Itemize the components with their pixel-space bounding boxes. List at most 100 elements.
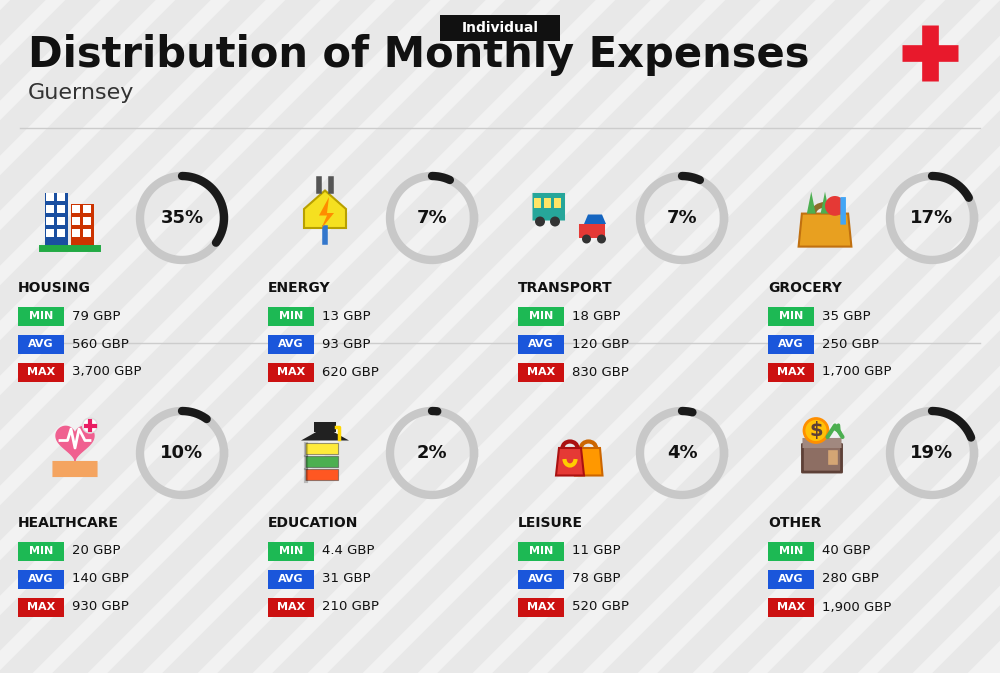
Text: MAX: MAX [277,602,305,612]
Text: 13 GBP: 13 GBP [322,310,371,322]
FancyBboxPatch shape [306,456,339,468]
FancyBboxPatch shape [827,450,839,466]
Text: 11 GBP: 11 GBP [572,544,621,557]
FancyBboxPatch shape [544,198,551,208]
Circle shape [82,418,98,433]
FancyBboxPatch shape [52,461,98,477]
FancyBboxPatch shape [768,542,814,561]
Polygon shape [821,192,829,213]
FancyBboxPatch shape [306,444,339,454]
Text: 40 GBP: 40 GBP [822,544,870,557]
Text: 19%: 19% [910,444,954,462]
Text: 930 GBP: 930 GBP [72,600,129,614]
Text: MAX: MAX [527,367,555,377]
FancyBboxPatch shape [268,363,314,382]
FancyBboxPatch shape [83,217,91,225]
Text: 7%: 7% [667,209,697,227]
Text: MIN: MIN [779,311,803,321]
FancyBboxPatch shape [518,306,564,326]
Text: 7%: 7% [417,209,447,227]
Polygon shape [575,448,602,476]
Text: 35%: 35% [160,209,204,227]
Text: 830 GBP: 830 GBP [572,365,629,378]
Text: HEALTHCARE: HEALTHCARE [18,516,119,530]
FancyBboxPatch shape [57,192,65,201]
Text: 620 GBP: 620 GBP [322,365,379,378]
Polygon shape [319,197,334,229]
FancyBboxPatch shape [72,205,80,213]
FancyBboxPatch shape [18,363,64,382]
Polygon shape [301,427,349,441]
FancyBboxPatch shape [72,229,80,238]
FancyBboxPatch shape [768,334,814,353]
Text: AVG: AVG [778,339,804,349]
Text: 1,900 GBP: 1,900 GBP [822,600,891,614]
Text: 78 GBP: 78 GBP [572,573,620,586]
Text: 280 GBP: 280 GBP [822,573,879,586]
FancyBboxPatch shape [768,569,814,588]
Circle shape [582,234,591,244]
Text: HOUSING: HOUSING [18,281,91,295]
FancyBboxPatch shape [768,306,814,326]
FancyBboxPatch shape [518,334,564,353]
FancyBboxPatch shape [840,197,846,225]
Text: EDUCATION: EDUCATION [268,516,358,530]
Text: Individual: Individual [462,21,538,35]
Circle shape [550,217,560,227]
FancyBboxPatch shape [306,470,339,481]
Polygon shape [799,213,851,246]
Text: MIN: MIN [279,546,303,556]
FancyBboxPatch shape [268,598,314,616]
FancyBboxPatch shape [440,15,560,41]
FancyBboxPatch shape [579,224,605,238]
Text: MAX: MAX [777,367,805,377]
FancyBboxPatch shape [57,205,65,213]
FancyBboxPatch shape [268,542,314,561]
Text: 17%: 17% [910,209,954,227]
Text: Distribution of Monthly Expenses: Distribution of Monthly Expenses [28,34,810,76]
Polygon shape [807,192,816,213]
Circle shape [535,217,545,227]
Text: $: $ [809,421,823,440]
Text: LEISURE: LEISURE [518,516,583,530]
FancyBboxPatch shape [46,205,54,213]
FancyBboxPatch shape [18,306,64,326]
Text: AVG: AVG [778,574,804,584]
FancyBboxPatch shape [71,204,94,248]
Text: MIN: MIN [29,311,53,321]
Text: 2%: 2% [417,444,447,462]
Text: MAX: MAX [277,367,305,377]
FancyBboxPatch shape [802,444,842,472]
FancyBboxPatch shape [268,569,314,588]
Text: 35 GBP: 35 GBP [822,310,871,322]
FancyBboxPatch shape [518,363,564,382]
Text: MAX: MAX [27,367,55,377]
FancyBboxPatch shape [72,217,80,225]
Circle shape [825,196,845,216]
Text: 20 GBP: 20 GBP [72,544,120,557]
Text: MAX: MAX [777,602,805,612]
FancyBboxPatch shape [534,198,541,208]
Text: AVG: AVG [278,574,304,584]
Text: 4.4 GBP: 4.4 GBP [322,544,374,557]
Text: 250 GBP: 250 GBP [822,337,879,351]
FancyBboxPatch shape [518,569,564,588]
Text: 79 GBP: 79 GBP [72,310,120,322]
FancyBboxPatch shape [46,229,54,238]
Text: MIN: MIN [529,546,553,556]
FancyBboxPatch shape [18,542,64,561]
FancyBboxPatch shape [18,569,64,588]
FancyBboxPatch shape [46,217,54,225]
FancyBboxPatch shape [268,306,314,326]
Text: MIN: MIN [779,546,803,556]
FancyBboxPatch shape [768,363,814,382]
Polygon shape [56,426,94,461]
Circle shape [597,234,606,244]
Text: Guernsey: Guernsey [28,83,134,103]
Polygon shape [304,190,346,228]
Text: MIN: MIN [529,311,553,321]
Text: 120 GBP: 120 GBP [572,337,629,351]
FancyBboxPatch shape [518,542,564,561]
FancyBboxPatch shape [57,217,65,225]
FancyBboxPatch shape [554,198,561,208]
